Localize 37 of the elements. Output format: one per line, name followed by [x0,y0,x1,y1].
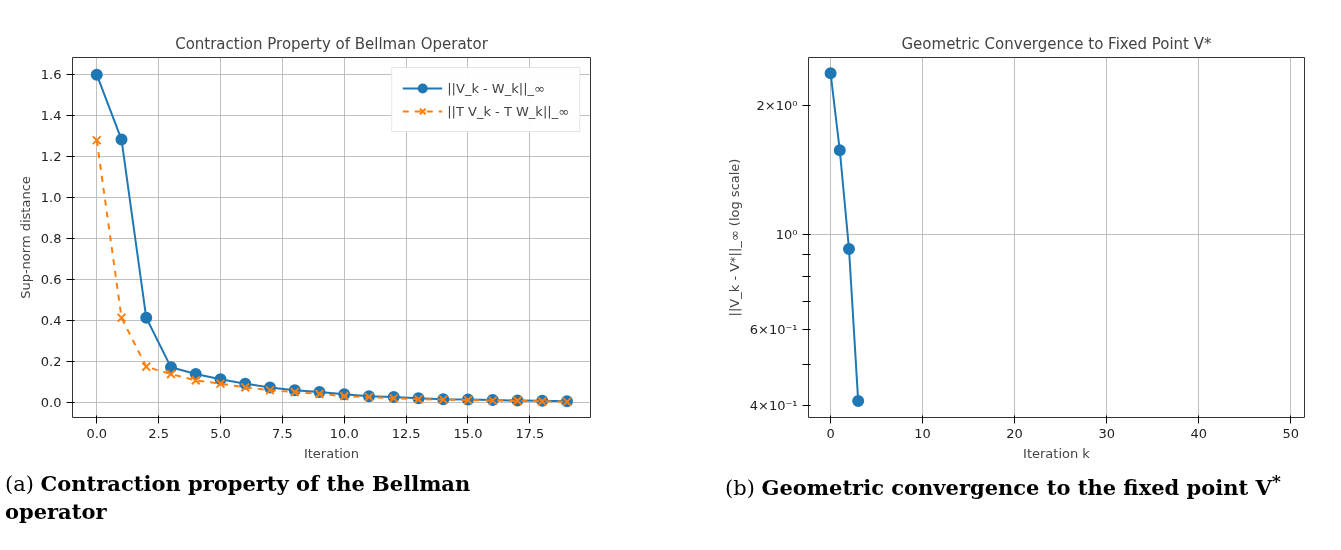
legend-label: ||T V_k - T W_k||_∞ [447,103,569,119]
chart-title: Geometric Convergence to Fixed Point V* [901,34,1212,53]
x-tick-label: 5.0 [210,425,231,441]
x-tick-label: 7.5 [272,425,293,441]
y-tick-label: 2×10⁰ [756,97,798,113]
x-tick-label: 0.0 [86,425,108,441]
y-axis-title: ||V_k - V*||_∞ (log scale) [726,158,742,317]
x-tick-label: 15.0 [453,425,483,441]
x-tick-label: 40 [1190,425,1207,441]
x-tick-label: 12.5 [391,425,421,441]
x-tick-label: 2.5 [148,425,169,441]
y-tick-label: 0.4 [40,312,62,328]
y-tick-label: 0.6 [40,271,62,287]
x-axis-title: Iteration k [1023,445,1091,461]
x-tick-label: 10 [914,425,931,441]
x-tick-label: 0 [826,425,835,441]
y-tick-label: 1.2 [40,149,62,165]
y-tick-label: 1.0 [40,190,62,206]
y-tick-label: 10⁰ [775,227,798,243]
x-tick-label: 17.5 [515,425,545,441]
x-tick-label: 10.0 [329,425,359,441]
text: (b) Geometric convergence to the fixed point V$^{*}$ [725,471,1281,500]
y-tick-label: 0.8 [40,231,62,247]
y-tick-label: 1.4 [40,108,62,124]
text: (a) Contraction property of the Bellman operator [5,471,471,525]
y-tick-label: 6×10⁻¹ [749,322,798,338]
legend-label: ||V_k - W_k||_∞ [447,80,545,96]
x-tick-label: 20 [1006,425,1023,441]
y-tick-label: 0.2 [40,353,62,369]
x-tick-label: 50 [1282,425,1299,441]
x-axis-title: Iteration [303,445,360,461]
y-axis-title: Sup-norm distance [17,176,33,299]
x-tick-label: 30 [1098,425,1115,441]
chart-title: Contraction Property of Bellman Operator [175,34,489,53]
y-tick-label: 1.6 [40,67,62,83]
y-tick-label: 0.0 [40,394,62,410]
y-tick-label: 4×10⁻¹ [749,398,798,414]
